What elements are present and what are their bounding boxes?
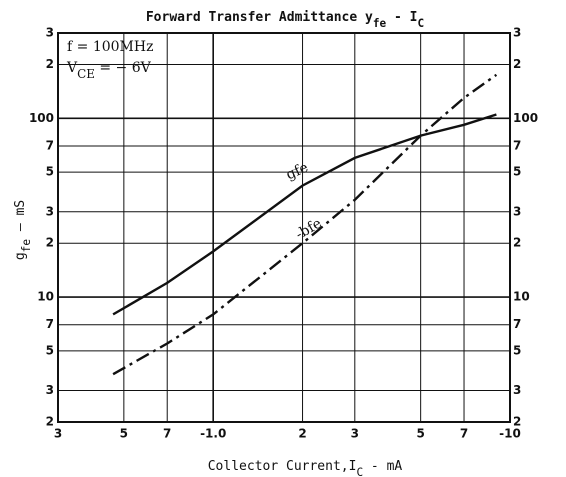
annotation: f = 100MHz — [67, 39, 153, 55]
y-tick-label: 5 — [46, 165, 54, 179]
y-axis-label-part: fe — [20, 239, 33, 252]
y2-tick-label: 5 — [513, 343, 521, 357]
x-tick-label: -1.0 — [200, 427, 226, 441]
annotation-part: = − 6V — [95, 60, 152, 76]
y-tick-label: 7 — [46, 138, 54, 152]
x-tick-label: -10 — [499, 427, 521, 441]
annotation-part: V — [66, 60, 78, 76]
x-axis-label: Collector Current,IC - mA — [208, 459, 403, 477]
x-tick-label: 2 — [298, 427, 306, 441]
chart-title: Forward Transfer Admittance yfe - IC — [146, 10, 424, 30]
data-line — [112, 113, 497, 316]
y-tick-label: 3 — [46, 383, 54, 397]
y2-tick-label: 3 — [513, 383, 521, 397]
y2-tick-label: 7 — [513, 317, 521, 331]
x-tick-label: 5 — [416, 427, 424, 441]
x-tick-label: 7 — [460, 427, 468, 441]
chart-title-part: - I — [386, 10, 417, 25]
x-axis-label-part: Collector Current,I — [208, 459, 357, 474]
y2-tick-label: 2 — [513, 415, 521, 429]
y2-tick-label: 10 — [513, 290, 530, 304]
annotation-part: f = 100MHz — [67, 39, 153, 55]
x-axis-label-part: C — [356, 466, 363, 477]
series-label: -bfe — [293, 215, 325, 242]
y-axis-label-part: g — [13, 252, 28, 260]
y-tick-label: 100 — [29, 111, 54, 125]
y-tick-label: 5 — [46, 343, 54, 357]
x-tick-label: 3 — [351, 427, 359, 441]
y-tick-label: 2 — [46, 57, 54, 71]
series-label: gfe — [284, 160, 311, 184]
y-tick-label: 2 — [46, 415, 54, 429]
y2-tick-label: 7 — [513, 138, 521, 152]
x-tick-label: 3 — [54, 427, 62, 441]
y-tick-label: 3 — [46, 204, 54, 218]
y-tick-label: 10 — [37, 290, 54, 304]
x-tick-label: 7 — [163, 427, 171, 441]
x-axis-label-part: - mA — [363, 459, 402, 474]
y2-tick-label: 2 — [513, 57, 521, 71]
plot-frame — [57, 32, 511, 423]
y2-tick-label: 2 — [513, 236, 521, 250]
y2-tick-label: 100 — [513, 111, 538, 125]
annotation-part: CE — [77, 67, 95, 81]
y-tick-label: 7 — [46, 317, 54, 331]
annotation: VCE = − 6V — [66, 60, 152, 81]
y-tick-label: 2 — [46, 236, 54, 250]
y2-tick-label: 5 — [513, 165, 521, 179]
y-tick-label: 3 — [46, 26, 54, 40]
chart-title-part: fe — [373, 17, 387, 30]
y-axis-label-part: — mS — [13, 200, 28, 239]
chart-title-part: Forward Transfer Admittance y — [146, 10, 373, 25]
data-line — [112, 73, 498, 376]
x-tick-label: 5 — [120, 427, 128, 441]
y-axis-label: gfe — mS — [13, 200, 33, 260]
chart-title-part: C — [417, 17, 424, 30]
y2-tick-label: 3 — [513, 26, 521, 40]
y2-tick-label: 3 — [513, 204, 521, 218]
